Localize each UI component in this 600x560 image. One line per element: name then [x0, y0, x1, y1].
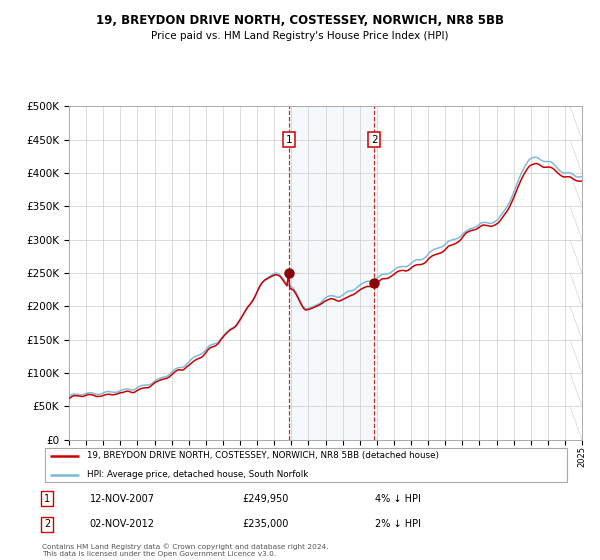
Bar [574, 106, 582, 440]
Text: Price paid vs. HM Land Registry's House Price Index (HPI): Price paid vs. HM Land Registry's House … [151, 31, 449, 41]
Text: £249,950: £249,950 [242, 493, 289, 503]
FancyBboxPatch shape [44, 448, 568, 483]
Text: 02-NOV-2012: 02-NOV-2012 [89, 519, 155, 529]
Text: 19, BREYDON DRIVE NORTH, COSTESSEY, NORWICH, NR8 5BB (detached house): 19, BREYDON DRIVE NORTH, COSTESSEY, NORW… [87, 451, 439, 460]
Text: 19, BREYDON DRIVE NORTH, COSTESSEY, NORWICH, NR8 5BB: 19, BREYDON DRIVE NORTH, COSTESSEY, NORW… [96, 14, 504, 27]
Text: 1: 1 [286, 135, 292, 144]
Text: 12-NOV-2007: 12-NOV-2007 [89, 493, 155, 503]
Text: 2: 2 [44, 519, 50, 529]
Text: HPI: Average price, detached house, South Norfolk: HPI: Average price, detached house, Sout… [87, 470, 308, 479]
Text: 4% ↓ HPI: 4% ↓ HPI [374, 493, 421, 503]
Bar [289, 106, 374, 440]
Text: 2% ↓ HPI: 2% ↓ HPI [374, 519, 421, 529]
Text: £235,000: £235,000 [242, 519, 289, 529]
Text: 2: 2 [371, 135, 377, 144]
Text: Contains HM Land Registry data © Crown copyright and database right 2024.
This d: Contains HM Land Registry data © Crown c… [42, 544, 329, 557]
Text: 1: 1 [44, 493, 50, 503]
